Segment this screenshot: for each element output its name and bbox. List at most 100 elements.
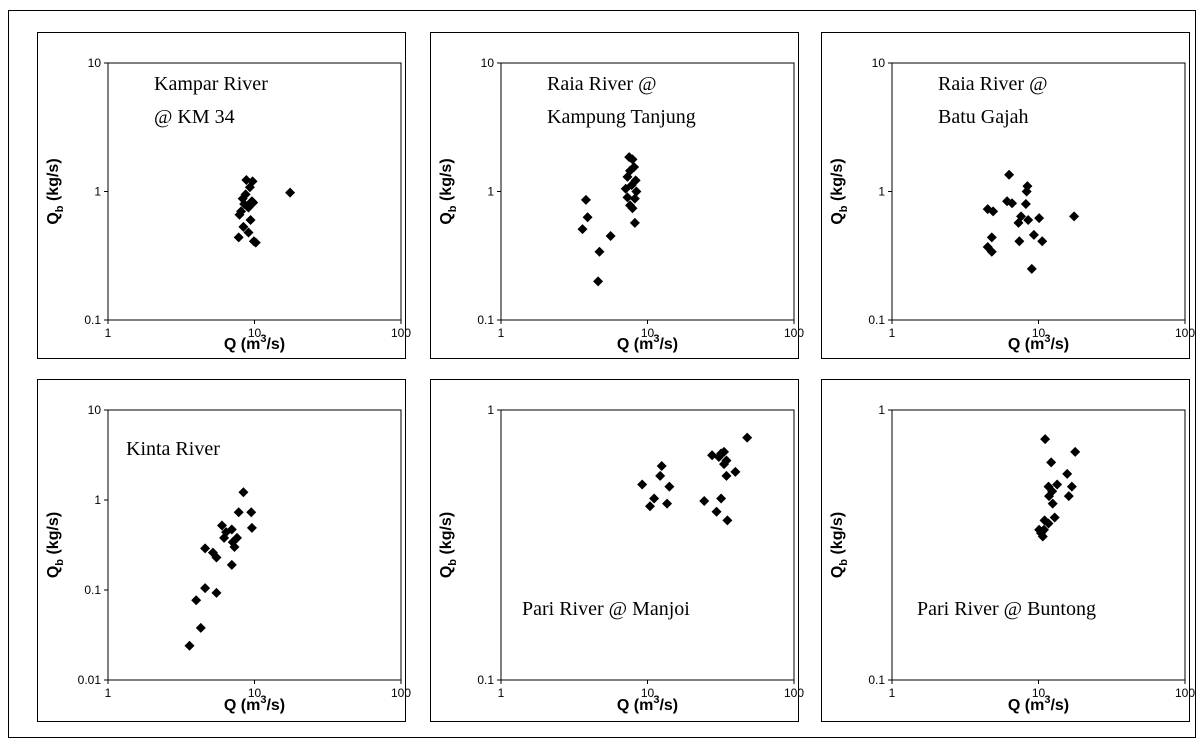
data-point-diamond [243, 202, 254, 213]
x-tick-label: 1 [498, 686, 505, 700]
data-point-diamond [629, 162, 640, 173]
y-tick-label: 1 [487, 403, 494, 417]
data-point-diamond [629, 217, 640, 228]
data-point-diamond [243, 227, 254, 238]
data-point-diamond [719, 446, 730, 457]
river-annotation: Pari River @ Buntong [917, 598, 1096, 620]
data-point-diamond [1063, 491, 1074, 502]
y-tick-label: 10 [481, 56, 495, 70]
data-point-diamond [244, 182, 255, 193]
x-tick-label: 1 [105, 326, 112, 340]
x-tick-label: 1 [498, 326, 505, 340]
y-tick-label: 0.1 [84, 313, 101, 327]
chart-pari-buntong: 1 10 100 0.1 1 Q (m3/s) Qb (kg/s) Pari River @ … [821, 379, 1195, 722]
data-point-diamond [622, 171, 633, 182]
x-tick-label: 10 [641, 686, 655, 700]
y-tick-label: 1 [878, 185, 885, 199]
data-point-diamond [1028, 229, 1039, 240]
river-annotation: Batu Gajah [938, 106, 1029, 128]
data-point-diamond [713, 451, 724, 462]
chart-kampar-km34: 1 10 100 0.1 1 10 Q (m3/s) Qb (kg/s) Kampar Rive… [37, 32, 411, 359]
y-tick-label: 1 [487, 185, 494, 199]
x-tick-label: 1 [889, 686, 896, 700]
data-point-diamond [1026, 263, 1037, 274]
x-axis-title: Q (m3/s) [617, 694, 678, 714]
data-point-diamond [627, 154, 638, 165]
y-tick-label: 10 [88, 56, 102, 70]
data-point-diamond [229, 542, 240, 553]
y-tick-label: 10 [88, 403, 102, 417]
y-tick-label: 0.1 [477, 673, 494, 687]
data-point-diamond [716, 493, 727, 504]
data-point-diamond [629, 193, 640, 204]
x-tick-label: 1 [105, 686, 112, 700]
scatter-plot-svg: 1 10 100 0.1 1 Q (m3/s) Qb (kg/s) Pari River @ … [438, 403, 804, 714]
data-point-diamond [988, 206, 999, 217]
data-point-diamond [245, 215, 256, 226]
data-point-diamond [184, 640, 195, 651]
data-point-diamond [1069, 211, 1080, 222]
data-point-diamond [711, 506, 722, 517]
data-point-diamond [1002, 196, 1013, 207]
x-tick-label: 100 [784, 326, 804, 340]
data-point-diamond [622, 192, 633, 203]
x-tick-label: 10 [1032, 686, 1046, 700]
x-tick-label: 100 [1175, 326, 1195, 340]
data-point-diamond [631, 186, 642, 197]
data-point-diamond [637, 479, 648, 490]
data-point-diamond [627, 203, 638, 214]
data-point-diamond [1007, 198, 1018, 209]
data-point-diamond [620, 183, 631, 194]
x-tick-label: 100 [391, 326, 411, 340]
data-point-diamond [238, 487, 249, 498]
y-tick-label: 1 [878, 403, 885, 417]
x-axis-title: Q (m3/s) [1008, 694, 1069, 714]
data-point-diamond [582, 212, 593, 223]
data-point-diamond [742, 432, 753, 443]
data-point-diamond [1046, 457, 1057, 468]
data-point-diamond [721, 455, 732, 466]
data-point-diamond [1044, 491, 1055, 502]
data-point-diamond [1014, 236, 1025, 247]
y-axis-title: Qb (kg/s) [45, 158, 66, 224]
figure-frame: 1 10 100 0.1 1 10 Q (m3/s) Qb (kg/s) Kampar Rive… [8, 10, 1196, 738]
x-tick-label: 10 [248, 326, 262, 340]
data-point-diamond [577, 224, 588, 235]
data-point-diamond [233, 507, 244, 518]
x-axis-title: Q (m3/s) [224, 694, 285, 714]
data-point-diamond [719, 459, 730, 470]
river-annotation: @ KM 34 [154, 106, 235, 128]
y-tick-label: 0.01 [78, 673, 102, 687]
data-point-diamond [1040, 434, 1051, 445]
data-point-diamond [250, 237, 261, 248]
river-annotation: Raia River @ [547, 73, 657, 95]
x-tick-label: 10 [641, 326, 655, 340]
plot-area [500, 409, 795, 681]
x-axis-title: Q (m3/s) [1008, 333, 1069, 353]
y-tick-label: 10 [872, 56, 886, 70]
data-point-diamond [226, 559, 237, 570]
data-point-diamond [594, 246, 605, 257]
data-point-diamond [699, 496, 710, 507]
data-point-diamond [656, 461, 667, 472]
river-annotation: Pari River @ Manjoi [522, 598, 690, 620]
data-point-diamond [580, 194, 591, 205]
data-point-diamond [200, 583, 211, 594]
data-point-diamond [200, 543, 211, 554]
chart-raia-batu-gajah: 1 10 100 0.1 1 10 Q (m3/s) Qb (kg/s) Raia River … [821, 32, 1195, 359]
x-axis-title: Q (m3/s) [224, 333, 285, 353]
data-point-diamond [191, 595, 202, 606]
y-axis-title: Qb (kg/s) [438, 512, 459, 578]
river-annotation: Kinta River [126, 438, 220, 460]
data-point-diamond [226, 524, 237, 535]
y-tick-label: 1 [94, 493, 101, 507]
data-point-diamond [1052, 479, 1063, 490]
x-tick-label: 10 [248, 686, 262, 700]
y-axis-title: Qb (kg/s) [829, 512, 850, 578]
data-point-diamond [644, 501, 655, 512]
data-point-diamond [246, 507, 257, 518]
x-tick-label: 100 [391, 686, 411, 700]
data-point-diamond [722, 515, 733, 526]
